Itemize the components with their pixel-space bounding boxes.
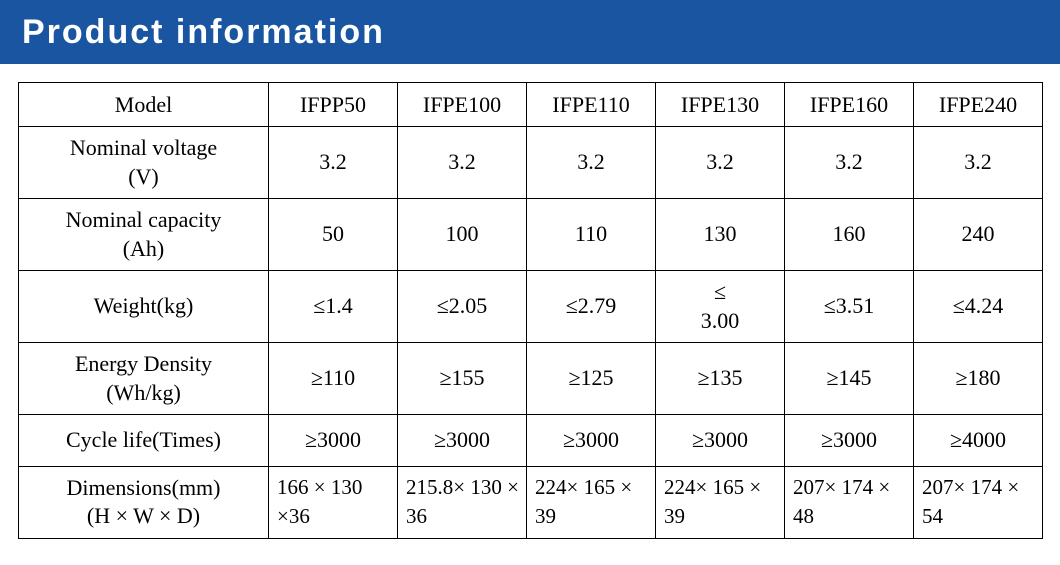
- banner-title: Product information: [22, 13, 385, 52]
- cell: ≥3000: [656, 415, 785, 467]
- row-label-line2: (Ah): [23, 235, 264, 264]
- cell: ≥125: [527, 343, 656, 415]
- table-body: Nominal voltage (V) 3.2 3.2 3.2 3.2 3.2 …: [19, 127, 1043, 539]
- table-row: Nominal capacity (Ah) 50 100 110 130 160…: [19, 199, 1043, 271]
- row-label-line2: (Wh/kg): [23, 379, 264, 408]
- col-header-ifpe240: IFPE240: [914, 83, 1043, 127]
- cell: 3.2: [656, 127, 785, 199]
- cell: 3.2: [398, 127, 527, 199]
- cell: 3.2: [269, 127, 398, 199]
- row-label: Cycle life(Times): [19, 415, 269, 467]
- col-header-ifpe160: IFPE160: [785, 83, 914, 127]
- cell: 160: [785, 199, 914, 271]
- cell: 110: [527, 199, 656, 271]
- col-header-model: Model: [19, 83, 269, 127]
- cell: 166 × 130 ×36: [269, 467, 398, 539]
- cell: ≥3000: [398, 415, 527, 467]
- table-row: Nominal voltage (V) 3.2 3.2 3.2 3.2 3.2 …: [19, 127, 1043, 199]
- cell: 3.2: [785, 127, 914, 199]
- col-header-ifpe110: IFPE110: [527, 83, 656, 127]
- table-row: Dimensions(mm) (H × W × D) 166 × 130 ×36…: [19, 467, 1043, 539]
- row-label-line1: Dimensions(mm): [23, 474, 264, 503]
- cell: 240: [914, 199, 1043, 271]
- cell: 100: [398, 199, 527, 271]
- row-label-line1: Nominal voltage: [23, 134, 264, 163]
- row-label-line1: Energy Density: [23, 350, 264, 379]
- cell: ≥155: [398, 343, 527, 415]
- col-header-ifpe100: IFPE100: [398, 83, 527, 127]
- cell: 3.2: [527, 127, 656, 199]
- cell: ≥145: [785, 343, 914, 415]
- cell: ≤2.05: [398, 271, 527, 343]
- table-row: Cycle life(Times) ≥3000 ≥3000 ≥3000 ≥300…: [19, 415, 1043, 467]
- table-container: Model IFPP50 IFPE100 IFPE110 IFPE130 IFP…: [0, 64, 1060, 539]
- cell: ≤4.24: [914, 271, 1043, 343]
- col-header-ifpe130: IFPE130: [656, 83, 785, 127]
- cell: 130: [656, 199, 785, 271]
- table-header-row: Model IFPP50 IFPE100 IFPE110 IFPE130 IFP…: [19, 83, 1043, 127]
- cell: ≥180: [914, 343, 1043, 415]
- cell: ≥3000: [527, 415, 656, 467]
- cell: 207× 174 × 54: [914, 467, 1043, 539]
- cell: ≥4000: [914, 415, 1043, 467]
- banner: Product information: [0, 0, 1060, 64]
- cell: 224× 165 × 39: [527, 467, 656, 539]
- cell: ≥135: [656, 343, 785, 415]
- row-label-line1: Weight(kg): [94, 293, 194, 318]
- cell: ≤2.79: [527, 271, 656, 343]
- col-header-ifpp50: IFPP50: [269, 83, 398, 127]
- row-label: Nominal voltage (V): [19, 127, 269, 199]
- cell: ≥110: [269, 343, 398, 415]
- row-label-line1: Cycle life(Times): [66, 427, 221, 452]
- cell: ≤1.4: [269, 271, 398, 343]
- spec-table: Model IFPP50 IFPE100 IFPE110 IFPE130 IFP…: [18, 82, 1043, 539]
- row-label-line2: (V): [23, 163, 264, 192]
- cell: 207× 174 × 48: [785, 467, 914, 539]
- row-label: Weight(kg): [19, 271, 269, 343]
- table-row: Energy Density (Wh/kg) ≥110 ≥155 ≥125 ≥1…: [19, 343, 1043, 415]
- row-label-line1: Nominal capacity: [23, 206, 264, 235]
- row-label-line2: (H × W × D): [23, 502, 264, 531]
- cell: ≤3.51: [785, 271, 914, 343]
- row-label: Nominal capacity (Ah): [19, 199, 269, 271]
- cell: 215.8× 130 × 36: [398, 467, 527, 539]
- cell: ≤ 3.00: [656, 271, 785, 343]
- table-row: Weight(kg) ≤1.4 ≤2.05 ≤2.79 ≤ 3.00 ≤3.51…: [19, 271, 1043, 343]
- cell: ≥3000: [269, 415, 398, 467]
- cell: 3.2: [914, 127, 1043, 199]
- row-label: Dimensions(mm) (H × W × D): [19, 467, 269, 539]
- cell: 224× 165 × 39: [656, 467, 785, 539]
- row-label: Energy Density (Wh/kg): [19, 343, 269, 415]
- cell: ≥3000: [785, 415, 914, 467]
- cell: 50: [269, 199, 398, 271]
